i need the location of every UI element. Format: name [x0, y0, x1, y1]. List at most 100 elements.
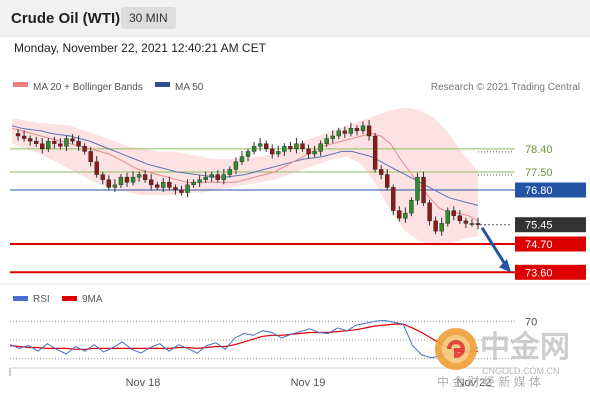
candle-up — [233, 161, 239, 170]
level-label-75.45: 75.45 — [525, 220, 553, 232]
ma9-legend-label: 9MA — [82, 294, 103, 305]
ma20-legend-swatch — [13, 82, 28, 87]
candle-down — [366, 125, 372, 137]
candle-down — [100, 174, 105, 180]
bollinger-band-layer — [12, 107, 478, 247]
watermark-brand: 中金网 — [480, 330, 570, 364]
candle-up — [276, 151, 281, 155]
candle-up — [130, 176, 136, 183]
watermark-site: CNGOLD.COM.CN — [482, 366, 560, 376]
candle-up — [136, 174, 142, 178]
candle-up — [185, 184, 190, 193]
rsi-legend-swatch — [13, 296, 28, 301]
x-axis-label: Nov 19 — [291, 377, 326, 389]
candle-down — [106, 179, 112, 188]
candle-down — [288, 146, 293, 150]
forecast-arrow-head — [499, 259, 511, 273]
candle-down — [88, 151, 93, 162]
candle-up — [330, 135, 335, 139]
rsi-legend-label: RSI — [33, 294, 50, 305]
rsi-panel-layer: 70 — [9, 316, 537, 360]
candle-up — [318, 143, 323, 152]
candlestick-layer — [15, 120, 511, 273]
candle-up — [445, 210, 450, 224]
candle-down — [21, 135, 27, 139]
level-label-76.80: 76.80 — [525, 185, 553, 197]
candle-down — [148, 179, 154, 186]
level-label-77.50: 77.50 — [525, 167, 553, 179]
forecast-arrow-shaft — [480, 226, 509, 269]
ma20-legend-label: MA 20 + Bollinger Bands — [33, 82, 143, 93]
level-badge-76.80 — [515, 182, 586, 198]
candle-down — [82, 146, 87, 152]
chart-source-credit: Research © 2021 Trading Central — [431, 82, 580, 93]
candle-down — [451, 210, 456, 216]
x-axis-labels: Nov 18 Nov 19 Nov 22 — [126, 377, 492, 389]
candle-down — [457, 215, 463, 222]
candle-down — [76, 140, 81, 147]
candle-down — [167, 182, 172, 188]
candle-up — [112, 184, 118, 188]
candle-down — [52, 140, 57, 144]
candle-down — [354, 128, 360, 132]
level-label-73.60: 73.60 — [525, 267, 553, 279]
candle-down — [300, 143, 305, 150]
candle-down — [155, 184, 160, 188]
level-badge-73.60 — [515, 264, 586, 280]
candle-down — [378, 169, 384, 175]
candle-down — [173, 187, 178, 191]
candle-up — [409, 200, 414, 214]
moving-average-layer — [11, 125, 479, 222]
rsi-level-label: 70 — [525, 316, 537, 328]
candle-up — [257, 143, 263, 147]
candle-down — [58, 143, 63, 147]
candle-down — [34, 140, 39, 144]
cngold-watermark: 中金网 CNGOLD.COM.CN 中 金 财 经 新 媒 体 — [435, 328, 570, 389]
candle-down — [385, 174, 390, 188]
bollinger-band-area — [12, 107, 478, 247]
candle-down — [427, 202, 432, 222]
candle-up — [221, 174, 227, 180]
ma20-line — [11, 127, 479, 222]
candle-up — [191, 182, 196, 186]
candle-up — [282, 146, 287, 152]
candle-down — [215, 174, 220, 180]
candle-up — [245, 151, 251, 157]
candle-down — [15, 133, 21, 137]
candle-down — [124, 176, 130, 183]
ma50-legend-swatch — [155, 82, 170, 87]
timeframe-badge[interactable]: 30 MIN — [121, 7, 176, 29]
candle-up — [312, 151, 317, 155]
candle-up — [251, 146, 257, 152]
candle-down — [94, 161, 99, 175]
level-badge-75.45 — [515, 217, 586, 233]
candle-up — [360, 125, 366, 132]
candle-down — [40, 143, 45, 150]
candle-up — [118, 176, 124, 186]
candle-down — [372, 135, 378, 170]
x-axis-label: Nov 18 — [126, 377, 161, 389]
header-bar: Crude Oil (WTI) 30 MIN — [0, 0, 590, 37]
candle-down — [263, 143, 269, 150]
candle-up — [415, 176, 420, 201]
level-label-78.40: 78.40 — [525, 144, 553, 156]
candle-up — [348, 128, 354, 134]
candle-up — [403, 212, 408, 219]
candle-up — [239, 156, 245, 162]
candle-down — [142, 174, 148, 180]
candle-up — [209, 174, 214, 178]
candle-up — [197, 179, 202, 183]
candle-down — [306, 148, 311, 155]
candle-up — [46, 140, 51, 150]
ma50-legend-label: MA 50 — [175, 82, 204, 93]
candle-up — [64, 138, 69, 147]
candle-down — [475, 223, 481, 225]
candle-down — [391, 187, 396, 211]
candle-up — [227, 169, 233, 175]
ma9-legend-swatch — [62, 296, 77, 301]
chart-datetime: Monday, November 22, 2021 12:40:21 AM CE… — [14, 41, 266, 55]
candle-up — [336, 130, 342, 137]
instrument-title: Crude Oil (WTI) — [11, 10, 121, 27]
candle-down — [342, 130, 348, 134]
